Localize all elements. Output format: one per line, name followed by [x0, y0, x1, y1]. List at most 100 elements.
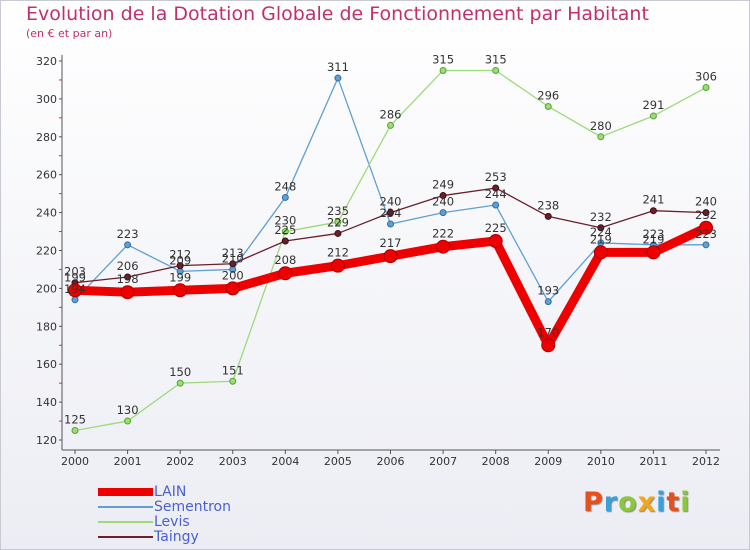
data-label-sementron: 210: [222, 251, 244, 265]
legend-swatch-levis: [98, 521, 153, 523]
data-label-lain: 199: [169, 270, 191, 284]
data-label-levis: 315: [485, 52, 507, 66]
data-point-taingy: [124, 273, 132, 281]
data-label-taingy: 229: [327, 215, 349, 229]
data-point-sementron: [71, 296, 79, 304]
x-tick-label: 2010: [587, 455, 615, 468]
chart-axes: 120 140 160 180 200 220 240 260 280 300 320 2000 200…: [36, 55, 720, 468]
data-label-lain: 219: [590, 232, 612, 246]
data-label-sementron: 224: [590, 225, 612, 239]
y-tick-label: 220: [36, 245, 57, 258]
data-point-sementron: [492, 201, 500, 209]
data-label-lain: 219: [642, 232, 664, 246]
y-tick-label: 200: [36, 282, 57, 295]
data-point-sementron: [439, 209, 447, 217]
data-label-taingy: 212: [169, 248, 191, 262]
data-label-sementron: 209: [169, 253, 191, 267]
data-label-lain: 198: [117, 272, 139, 286]
data-point-lain: [541, 338, 556, 353]
data-label-lain: 208: [274, 253, 296, 267]
data-point-levis: [439, 66, 447, 74]
data-label-levis: 280: [590, 119, 612, 133]
data-point-lain: [225, 281, 240, 296]
data-label-sementron: 223: [642, 227, 664, 241]
x-tick-label: 2006: [377, 455, 405, 468]
data-label-lain: 232: [695, 208, 717, 222]
data-point-sementron: [544, 298, 552, 306]
data-point-lain: [488, 234, 503, 249]
data-label-levis: 286: [380, 107, 402, 121]
proxiti-logo: Proxiti: [583, 487, 691, 518]
data-label-sementron: 193: [537, 284, 559, 298]
y-tick-label: 140: [36, 396, 57, 409]
chart-subtitle: (en € et par an): [26, 27, 113, 40]
data-point-lain: [330, 258, 345, 273]
data-label-levis: 151: [222, 363, 244, 377]
data-point-levis: [649, 112, 657, 120]
y-tick-label: 300: [36, 93, 57, 106]
data-point-taingy: [439, 192, 447, 200]
x-tick-label: 2011: [639, 455, 667, 468]
x-tick-label: 2005: [324, 455, 352, 468]
data-label-taingy: 238: [537, 198, 559, 212]
data-label-taingy: 232: [590, 210, 612, 224]
chart-title: Evolution de la Dotation Globale de Fonc…: [26, 3, 649, 25]
x-tick-label: 2007: [429, 455, 457, 468]
data-point-lain: [120, 285, 135, 300]
legend-label-sementron: Sementron: [154, 499, 231, 515]
data-point-levis: [176, 379, 184, 387]
data-label-lain: 170: [537, 325, 559, 339]
data-label-levis: 130: [117, 403, 139, 417]
data-label-levis: 315: [432, 52, 454, 66]
data-point-sementron: [124, 241, 132, 249]
legend-label-lain: LAIN: [154, 484, 187, 500]
data-point-levis: [492, 66, 500, 74]
plot-area: [68, 66, 713, 435]
data-point-taingy: [544, 212, 552, 220]
data-point-levis: [544, 102, 552, 110]
data-label-lain: 199: [64, 270, 86, 284]
data-point-taingy: [387, 209, 394, 217]
y-tick-label: 320: [36, 55, 57, 68]
data-point-levis: [702, 84, 710, 92]
data-label-levis: 150: [169, 365, 191, 379]
data-point-lain: [646, 245, 661, 260]
x-tick-label: 2012: [692, 455, 720, 468]
data-point-taingy: [702, 209, 710, 217]
legend-swatch-lain: [98, 488, 153, 496]
data-label-taingy: 213: [222, 246, 244, 260]
data-label-lain: 222: [432, 227, 454, 241]
data-label-sementron: 244: [485, 187, 507, 201]
data-point-lain: [383, 249, 398, 264]
data-point-taingy: [176, 262, 184, 270]
data-point-levis: [334, 218, 342, 226]
x-tick-label: 2003: [219, 455, 247, 468]
y-tick-label: 180: [36, 320, 57, 333]
data-label-taingy: 240: [695, 195, 717, 209]
data-point-levis: [281, 228, 289, 236]
x-tick-label: 2000: [61, 455, 89, 468]
data-label-sementron: 223: [695, 227, 717, 241]
data-label-levis: 306: [695, 70, 717, 84]
data-point-sementron: [281, 193, 289, 201]
data-label-taingy: 206: [117, 259, 139, 273]
y-tick-label: 280: [36, 131, 57, 144]
data-label-levis: 230: [274, 214, 296, 228]
data-point-lain: [436, 239, 451, 254]
data-point-levis: [229, 377, 237, 385]
x-tick-label: 2009: [534, 455, 562, 468]
data-label-taingy: 225: [274, 223, 296, 237]
data-label-levis: 125: [64, 413, 86, 427]
legend-label-levis: Levis: [154, 514, 190, 530]
data-point-sementron: [334, 74, 342, 82]
data-point-sementron: [702, 241, 710, 249]
data-label-sementron: 194: [64, 282, 86, 296]
x-tick-label: 2008: [482, 455, 510, 468]
data-label-taingy: 203: [64, 265, 86, 279]
x-tick-label: 2001: [114, 455, 142, 468]
data-point-lain: [173, 283, 188, 298]
data-point-levis: [124, 417, 132, 425]
data-label-sementron: 240: [432, 195, 454, 209]
data-label-levis: 291: [642, 98, 664, 112]
